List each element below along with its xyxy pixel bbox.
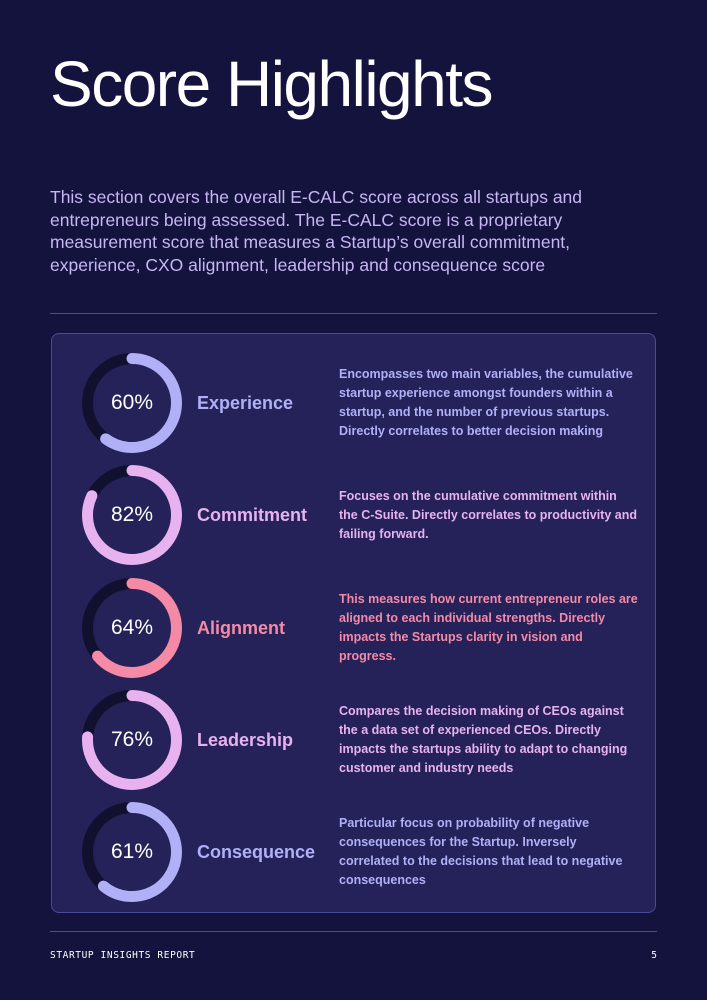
metric-row-commitment: 82% Commitment Focuses on the cumulative… [52,460,657,570]
donut-gauge-svg [82,802,182,902]
experience-label: Experience [197,392,294,413]
metric-row-experience: 60% Experience Encompasses two main vari… [52,348,657,458]
donut-gauge-svg [82,578,182,678]
alignment-label: Alignment [197,617,285,638]
metric-row-leadership: 76% Leadership Compares the decision mak… [52,685,657,795]
bottom-divider [50,931,657,932]
gauge-progress-arc [82,690,182,790]
gauge-progress-arc [82,578,182,678]
report-name: STARTUP INSIGHTS REPORT [50,950,196,961]
metric-row-alignment: 64% Alignment This measures how current … [52,573,657,683]
top-divider [50,313,657,314]
leadership-description: Compares the decision making of CEOs aga… [339,704,628,775]
consequence-percent: 61% [110,840,154,863]
metric-row-consequence: 61% Consequence Particular focus on prob… [52,797,657,907]
gauge-progress-arc [82,802,182,902]
donut-gauge-svg [82,465,182,565]
donut-gauge-svg [82,353,182,453]
alignment-percent: 64% [110,616,154,639]
leadership-percent: 76% [110,728,154,751]
gauge-progress-arc [82,465,182,565]
page-title: Score Highlights [50,48,494,120]
consequence-gauge [82,802,182,902]
score-card: 60% Experience Encompasses two main vari… [51,333,656,913]
donut-gauge-svg [82,690,182,790]
alignment-gauge [82,578,182,678]
commitment-percent: 82% [110,503,154,526]
page-number: 5 [651,950,657,961]
experience-description: Encompasses two main variables, the cumu… [339,367,633,438]
commitment-gauge [82,465,182,565]
commitment-label: Commitment [197,504,308,525]
experience-gauge [82,353,182,453]
leadership-label: Leadership [197,729,294,750]
leadership-gauge [82,690,182,790]
consequence-label: Consequence [197,841,316,862]
alignment-description: This measures how current entrepreneur r… [339,592,638,663]
intro-paragraph: This section covers the overall E-CALC s… [50,187,583,275]
gauge-progress-arc [82,353,182,453]
commitment-description: Focuses on the cumulative commitment wit… [339,488,637,541]
consequence-description: Particular focus on probability of negat… [339,816,623,887]
experience-percent: 60% [110,391,154,414]
